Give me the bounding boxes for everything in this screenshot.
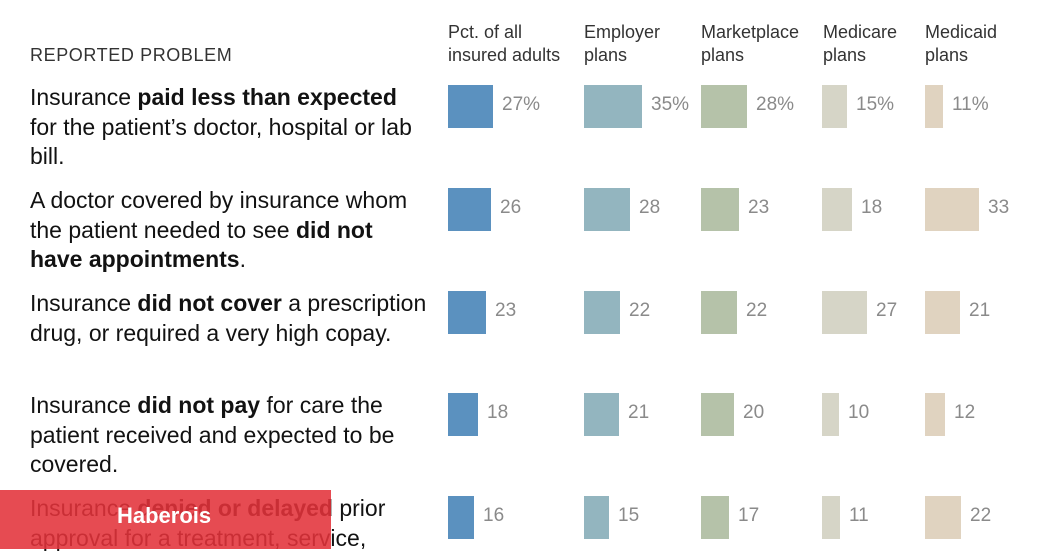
- column-header-medicare: Medicare plans: [823, 21, 897, 67]
- data-label: 18: [487, 402, 509, 423]
- row-label-text: Insurance: [30, 84, 138, 110]
- data-label: 10: [848, 402, 870, 423]
- column-header-all-insured: Pct. of all insured adults: [448, 21, 560, 67]
- data-label: 21: [969, 300, 991, 321]
- chart-bar: [584, 291, 620, 334]
- chart-bar: [925, 496, 961, 539]
- data-label: 11%: [952, 94, 989, 115]
- column-header-marketplace: Marketplace plans: [701, 21, 799, 67]
- data-label: 28: [639, 197, 661, 218]
- data-label: 21: [628, 402, 650, 423]
- row-label-text: a prescription drug, or required a very …: [30, 290, 427, 346]
- chart-bar: [584, 393, 619, 436]
- data-label: 23: [495, 300, 517, 321]
- column-header-line1: Medicaid: [925, 22, 998, 42]
- column-header-line2: plans: [584, 45, 628, 65]
- chart-bar: [822, 496, 840, 539]
- chart-bar: [822, 188, 852, 231]
- column-header-line1: Marketplace: [701, 22, 800, 42]
- chart-bar: [448, 291, 486, 334]
- data-label: 23: [748, 197, 770, 218]
- chart-bar: [701, 85, 747, 128]
- data-label: 27%: [502, 94, 541, 115]
- chart-bar: [925, 85, 943, 128]
- chart-bar: [822, 85, 847, 128]
- row-label-text: Insurance: [30, 290, 138, 316]
- chart-bar: [448, 393, 478, 436]
- data-label: 26: [500, 197, 522, 218]
- chart-bar: [448, 188, 491, 231]
- row-label-text: for the patient’s doctor, hospital or la…: [30, 113, 412, 170]
- banner-overlay: Haberois: [0, 490, 331, 549]
- chart-bar: [584, 496, 609, 539]
- row-label-text: Insurance: [30, 392, 138, 418]
- column-header-line1: Medicare: [823, 22, 898, 42]
- chart-bar: [584, 85, 642, 128]
- column-header-line2: plans: [701, 45, 745, 65]
- row-label-text: for care the patient received and expect…: [30, 392, 395, 477]
- chart-bar: [925, 291, 960, 334]
- data-label: 22: [629, 300, 651, 321]
- row-label-emphasis: did not pay: [137, 392, 261, 418]
- data-label: 18: [861, 197, 883, 218]
- chart-bar: [822, 291, 867, 334]
- data-label: 35%: [651, 94, 690, 115]
- data-label: 22: [970, 505, 992, 526]
- data-label: 16: [483, 505, 505, 526]
- row-label: Insurance did not pay for care the patie…: [30, 391, 430, 480]
- chart-bar: [701, 291, 737, 334]
- row-label-emphasis: did not have appointments: [30, 216, 373, 273]
- data-label: 28%: [756, 94, 795, 115]
- column-header-line2: plans: [823, 45, 867, 65]
- banner-text: Haberois: [117, 503, 212, 528]
- chart-bar: [701, 393, 734, 436]
- data-label: 22: [746, 300, 768, 321]
- chart-bar: [925, 188, 979, 231]
- chart-bar: [448, 85, 493, 128]
- data-label: 12: [954, 402, 976, 423]
- column-header-line1: Pct. of all: [448, 22, 523, 42]
- chart-bar: [701, 496, 729, 539]
- data-label: 17: [738, 505, 760, 526]
- chart-bar: [701, 188, 739, 231]
- column-header-line2: insured adults: [448, 45, 561, 65]
- row-label-emphasis: did not cover: [137, 290, 282, 316]
- chart-bar: [822, 393, 839, 436]
- chart-bar: [925, 393, 945, 436]
- row-label-text: A doctor covered by insurance whom the p…: [30, 187, 408, 243]
- data-label: 15%: [856, 94, 895, 115]
- chart-bar: [584, 188, 630, 231]
- column-header-line2: plans: [925, 45, 969, 65]
- row-label: Insurance paid less than expected for th…: [30, 83, 430, 172]
- reported-problem-header: REPORTED PROBLEM: [30, 45, 233, 65]
- chart-bar: [448, 496, 474, 539]
- row-label-emphasis: paid less than expected: [137, 84, 397, 110]
- row-label: A doctor covered by insurance whom the p…: [30, 186, 430, 275]
- data-label: 20: [743, 402, 765, 423]
- column-header-medicaid: Medicaid plans: [925, 21, 997, 67]
- row-label-text: .: [239, 246, 246, 272]
- data-label: 27: [876, 300, 898, 321]
- data-label: 15: [618, 505, 640, 526]
- column-header-line1: Employer: [584, 22, 661, 42]
- row-label: Insurance did not cover a prescription d…: [30, 289, 430, 348]
- column-header-employer: Employer plans: [584, 21, 660, 67]
- data-label: 33: [988, 197, 1010, 218]
- data-label: 11: [849, 505, 869, 526]
